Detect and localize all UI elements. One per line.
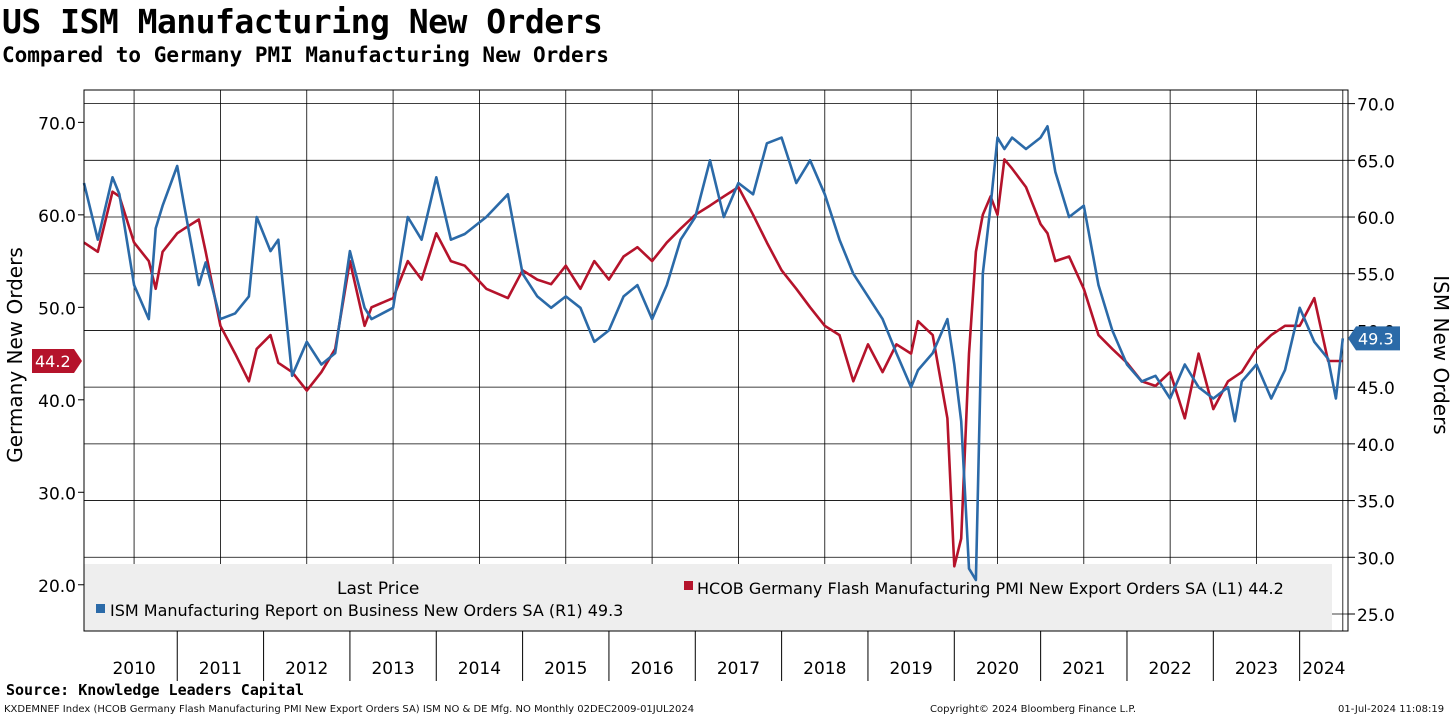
last-value-marker-germany: 44.2: [32, 348, 82, 373]
left-axis: 20.0 30.0 40.0 50.0 60.0 70.0: [38, 114, 84, 597]
source-note: Source: Knowledge Leaders Capital: [6, 681, 305, 699]
footer-copyright: Copyright© 2024 Bloomberg Finance L.P.: [930, 704, 1137, 715]
x-year-label: 2020: [976, 659, 1019, 679]
right-tick-label: 40.0: [1357, 436, 1395, 456]
x-year-label: 2023: [1235, 659, 1278, 679]
right-axis: 25.030.035.040.045.050.055.060.065.070.0: [1348, 96, 1395, 626]
left-tick-label: 50.0: [38, 299, 76, 319]
germany-last-tag: [32, 348, 82, 373]
germany-last-value: 44.2: [35, 352, 71, 371]
right-tick-label: 70.0: [1357, 96, 1395, 116]
x-year-label: 2018: [803, 659, 846, 679]
x-axis: 2010 2011 2012 2013 2014 2015 2016 2017 2018 2019…: [112, 631, 1345, 681]
x-year-label: 2010: [112, 659, 155, 679]
x-year-label: 2015: [544, 659, 587, 679]
x-year-label: 2016: [630, 659, 673, 679]
ism-last-tag: [1348, 326, 1400, 351]
right-tick-label: 65.0: [1357, 152, 1395, 172]
plot-frame: [83, 89, 1349, 632]
right-tick-label: 35.0: [1357, 493, 1395, 513]
left-tick-label: 70.0: [38, 114, 76, 134]
x-year-label: 2017: [717, 659, 760, 679]
right-tick-label: 55.0: [1357, 266, 1395, 286]
ism-last-value: 49.3: [1358, 329, 1394, 348]
x-year-label: 2022: [1149, 659, 1192, 679]
left-tick-label: 30.0: [38, 484, 76, 504]
chart-subtitle: Compared to Germany PMI Manufacturing Ne…: [2, 43, 609, 67]
x-year-label: 2013: [371, 659, 414, 679]
x-year-label: 2014: [458, 659, 501, 679]
right-tick-label: 25.0: [1357, 606, 1395, 626]
legend-swatch-germany: [684, 581, 693, 590]
series-line-ism: [82, 125, 1345, 582]
footer-index-info: KXDEMNEF Index (HCOB Germany Flash Manuf…: [4, 704, 695, 715]
left-tick-label: 60.0: [38, 207, 76, 227]
right-tick-label: 45.0: [1357, 379, 1395, 399]
right-tick-label: 60.0: [1357, 209, 1395, 229]
x-year-label: 2024: [1302, 659, 1345, 679]
right-axis-label: ISM New Orders: [1429, 275, 1453, 434]
legend-entry-ism: ISM Manufacturing Report on Business New…: [110, 601, 623, 620]
footer-timestamp: 01-Jul-2024 11:08:19: [1338, 704, 1445, 715]
x-year-label: 2021: [1062, 659, 1105, 679]
series-group: [82, 125, 1345, 582]
last-value-marker-ism: 49.3: [1348, 326, 1400, 351]
left-axis-label: Germany New Orders: [3, 247, 27, 463]
left-tick-label: 40.0: [38, 392, 76, 412]
series-line-germany: [83, 158, 1343, 568]
x-year-label: 2019: [889, 659, 932, 679]
legend-entry-germany: HCOB Germany Flash Manufacturing PMI New…: [697, 579, 1284, 598]
right-tick-label: 30.0: [1357, 549, 1395, 569]
left-tick-label: 20.0: [38, 577, 76, 597]
chart-grid: [84, 90, 1348, 631]
legend-background: [84, 564, 1332, 631]
legend-swatch-ism: [96, 604, 105, 613]
chart-title: US ISM Manufacturing New Orders: [2, 2, 603, 41]
x-year-label: 2011: [199, 659, 242, 679]
x-year-label: 2012: [285, 659, 328, 679]
legend-heading: Last Price: [337, 579, 419, 599]
